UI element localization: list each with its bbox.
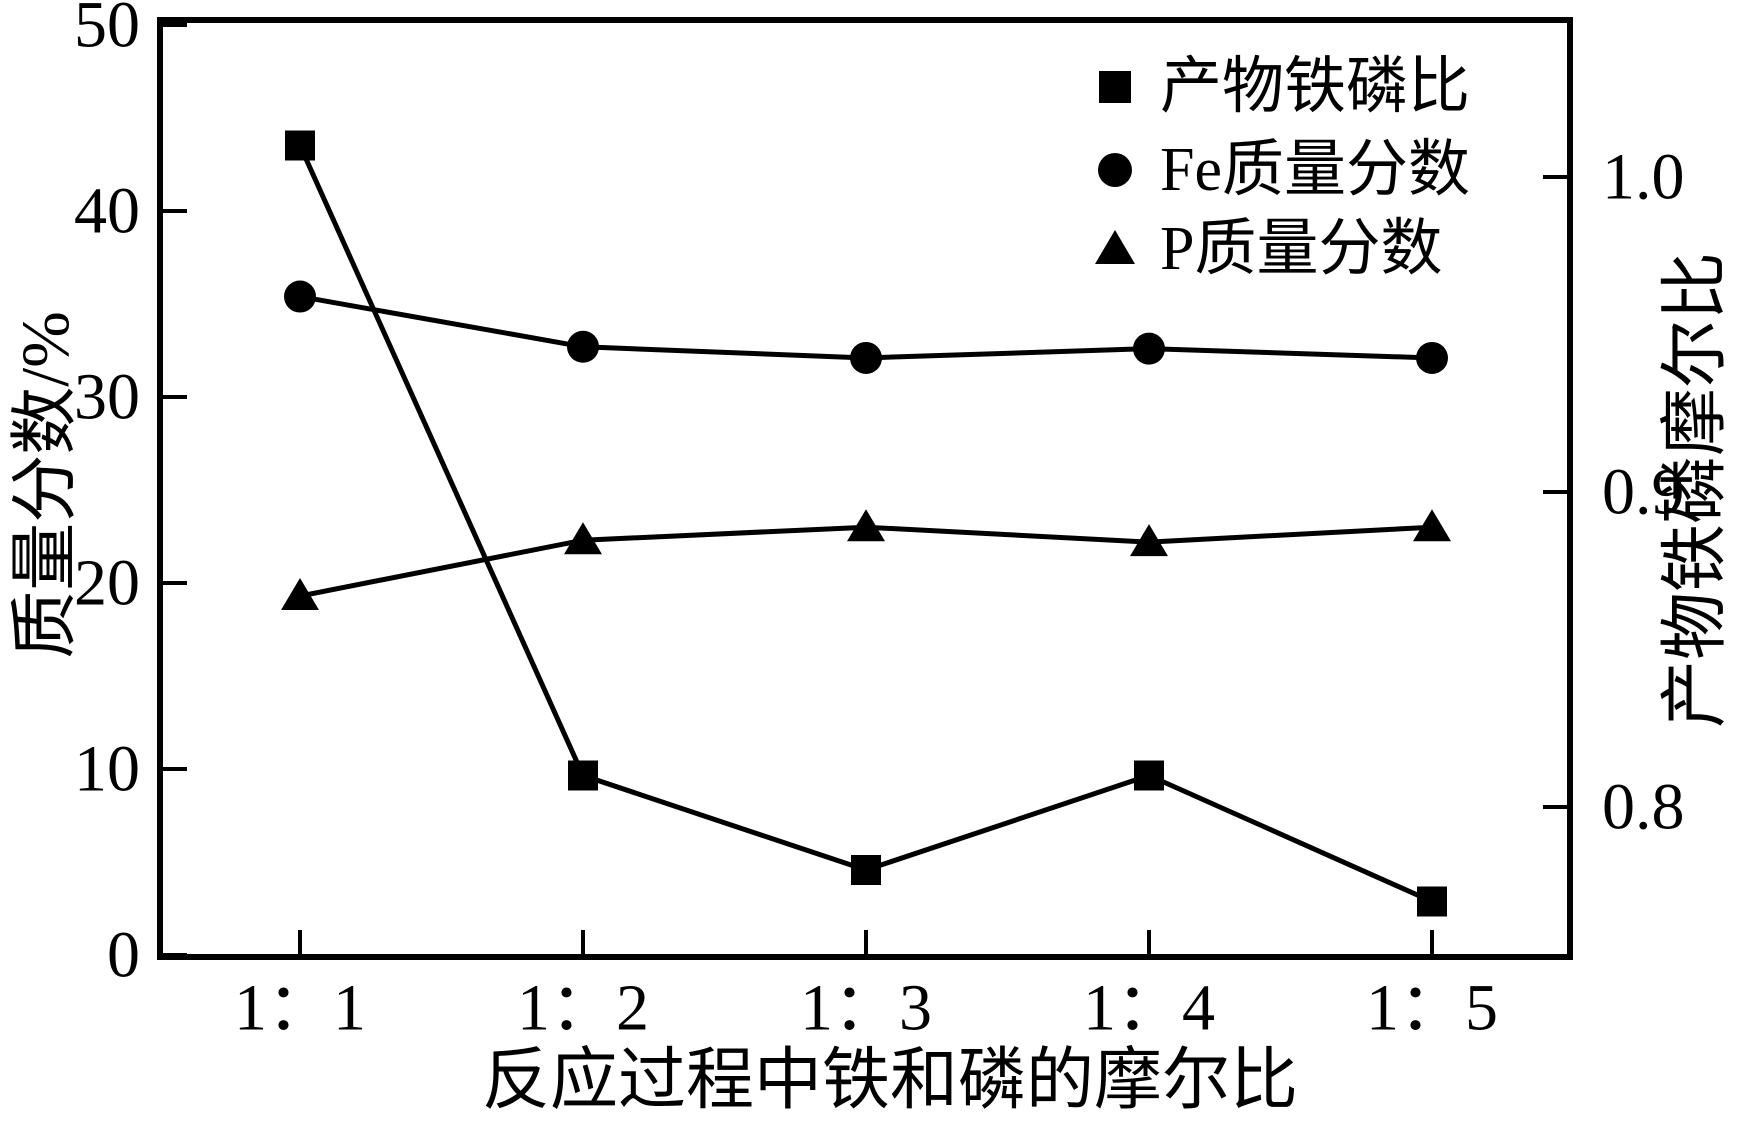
data-marker-triangle-icon bbox=[1130, 524, 1168, 557]
plot-area: 1：1 1：2 1：3 1：4 1：5 0 10 20 30 40 50 0.8 0.9 1.0 bbox=[74, 0, 1685, 1045]
plot-frame bbox=[157, 17, 1573, 960]
y-right-tick-label: 1.0 bbox=[1602, 141, 1685, 214]
y-left-tick-label: 50 bbox=[74, 0, 140, 62]
x-tick-label: 1：5 bbox=[1366, 972, 1498, 1045]
x-tick-label: 1：2 bbox=[517, 972, 649, 1045]
legend-label-product-fe-p-ratio: 产物铁磷比 bbox=[1160, 53, 1470, 121]
y-left-tick-label: 10 bbox=[74, 733, 140, 806]
data-marker-square-icon bbox=[285, 130, 315, 161]
data-marker-circle-icon bbox=[1416, 341, 1448, 374]
legend: 产物铁磷比 Fe质量分数 P质量分数 bbox=[1095, 53, 1470, 283]
legend-marker-triangle-icon bbox=[1095, 230, 1135, 264]
x-tick-label: 1：1 bbox=[234, 972, 366, 1045]
data-marker-square-icon bbox=[568, 760, 598, 791]
legend-label-fe-mass-fraction: Fe质量分数 bbox=[1160, 136, 1470, 204]
legend-label-p-mass-fraction: P质量分数 bbox=[1160, 215, 1442, 283]
legend-marker-circle-icon bbox=[1098, 153, 1132, 187]
data-marker-square-icon bbox=[1417, 886, 1447, 917]
x-tick-label: 1：4 bbox=[1083, 972, 1215, 1045]
y-right-tick-label: 0.8 bbox=[1602, 771, 1685, 844]
data-marker-triangle-icon bbox=[281, 578, 319, 611]
y-left-tick-label: 20 bbox=[74, 547, 140, 620]
y-right-tick-label: 0.9 bbox=[1602, 456, 1685, 529]
data-marker-circle-icon bbox=[567, 330, 599, 363]
data-marker-square-icon bbox=[1134, 760, 1164, 791]
y-left-tick-label: 0 bbox=[107, 919, 140, 992]
x-axis-title: 反应过程中铁和磷的摩尔比 bbox=[482, 1042, 1298, 1118]
data-marker-triangle-icon bbox=[564, 522, 602, 555]
data-marker-triangle-icon bbox=[1413, 509, 1451, 542]
legend-marker-square-icon bbox=[1099, 71, 1131, 103]
data-marker-circle-icon bbox=[850, 341, 882, 374]
data-marker-triangle-icon bbox=[847, 509, 885, 542]
legend-markers bbox=[1095, 71, 1135, 264]
data-marker-circle-icon bbox=[284, 280, 316, 313]
data-marker-square-icon bbox=[851, 855, 881, 885]
data-marker-circle-icon bbox=[1133, 332, 1165, 365]
y-right-axis-title: 产物铁磷摩尔比 bbox=[1657, 252, 1733, 728]
x-tick-label: 1：3 bbox=[800, 972, 932, 1045]
y-left-axis-title: 质量分数/% bbox=[7, 311, 83, 659]
y-left-tick-label: 30 bbox=[74, 361, 140, 434]
y-left-tick-label: 40 bbox=[74, 175, 140, 248]
